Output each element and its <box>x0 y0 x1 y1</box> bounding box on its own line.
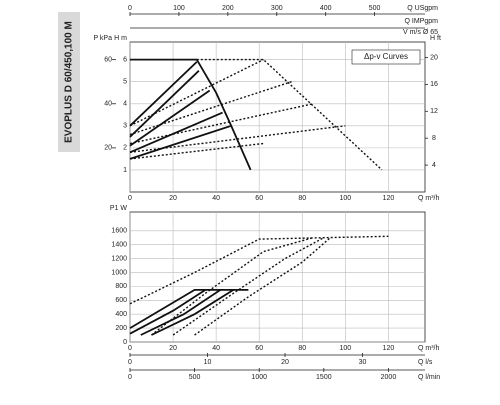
x2-tick-label: 100 <box>173 5 185 12</box>
y-tick-label: 1000 <box>111 269 127 276</box>
x3-tick-label: 1500 <box>316 374 332 381</box>
x-tick-label: 80 <box>298 195 306 202</box>
curve <box>129 89 211 147</box>
x-tick-label: 40 <box>212 195 220 202</box>
x2-axis-label: Q l/s <box>418 359 433 366</box>
x3-tick-label: 1000 <box>251 374 267 381</box>
y3-tick-label: 4 <box>432 162 436 169</box>
x3-tick-label: 0 <box>128 374 132 381</box>
curve <box>129 81 292 136</box>
curve <box>129 61 198 127</box>
curve <box>151 289 234 336</box>
y-tick-label: 3 <box>123 123 127 130</box>
side-tab <box>58 12 80 152</box>
curve <box>129 124 232 160</box>
y-tick-label: 600 <box>115 297 127 304</box>
x-tick-label: 60 <box>255 195 263 202</box>
curve <box>129 235 389 305</box>
x3-axis-label: Q l/min <box>418 374 440 381</box>
y3-axis-label: H ft <box>430 35 441 42</box>
x-tick-label: 100 <box>339 345 351 352</box>
curve <box>194 237 331 336</box>
side-label: EVOPLUS D 60/450,100 M <box>64 21 75 143</box>
x-tick-label: 100 <box>339 195 351 202</box>
y-tick-label: 1400 <box>111 242 127 249</box>
annotation: Δp-v Curves <box>364 52 408 61</box>
y3-tick-label: 16 <box>430 81 438 88</box>
curve <box>129 103 314 145</box>
y-axis-label: P1 W <box>110 205 128 212</box>
x-tick-label: 0 <box>128 195 132 202</box>
y-tick-label: 6 <box>123 56 127 63</box>
curve <box>129 111 223 154</box>
x3-tick-label: 500 <box>189 374 201 381</box>
curve <box>129 125 346 153</box>
x-tick-label: 120 <box>383 345 395 352</box>
x-tick-label: 120 <box>383 195 395 202</box>
y2-axis-label: P kPa <box>93 35 112 42</box>
x-tick-label: 20 <box>169 195 177 202</box>
plot-frame <box>129 41 426 193</box>
y-tick-label: 2 <box>123 145 127 152</box>
y-tick-label: 1 <box>123 167 127 174</box>
x2-tick-label: 30 <box>359 359 367 366</box>
y2-tick-label: 40 <box>104 101 112 108</box>
x2-tick-label: 20 <box>281 359 289 366</box>
annotation-box <box>351 49 421 65</box>
x2-tick-label: 0 <box>128 5 132 12</box>
x-tick-label: 20 <box>169 345 177 352</box>
x2-tick-label: 200 <box>222 5 234 12</box>
x2-tick-label: 10 <box>204 359 212 366</box>
x-axis-label: Q m³/h <box>418 195 439 202</box>
y-tick-label: 0 <box>123 339 127 346</box>
curve <box>196 58 383 171</box>
x3-tick-label: 2000 <box>381 374 397 381</box>
curve <box>129 58 264 127</box>
curve <box>129 70 200 138</box>
y-tick-label: 1600 <box>111 228 127 235</box>
y-tick-label: 5 <box>123 79 127 86</box>
y3-tick-label: 12 <box>430 108 438 115</box>
y-tick-label: 1200 <box>111 255 127 262</box>
y2-tick-label: 20 <box>104 145 112 152</box>
x2-axis-label: Q USgpm <box>407 5 438 12</box>
x3-axis-label: Q IMPgpm <box>405 18 439 25</box>
curve <box>140 289 221 336</box>
y3-tick-label: 20 <box>430 54 438 61</box>
curve <box>172 237 325 336</box>
plot-frame <box>129 211 426 343</box>
y-tick-label: 800 <box>115 283 127 290</box>
x2-tick-label: 400 <box>320 5 332 12</box>
x-tick-label: 0 <box>128 345 132 352</box>
curve <box>129 142 264 160</box>
y2-tick-label: 60 <box>104 56 112 63</box>
curve <box>151 237 314 336</box>
y-tick-label: 200 <box>115 325 127 332</box>
x2-tick-label: 500 <box>369 5 381 12</box>
y3-tick-label: 8 <box>432 135 436 142</box>
x4-axis-label: V m/s Ø 65 <box>403 29 438 36</box>
x-tick-label: 60 <box>255 345 263 352</box>
y-axis-label: H m <box>114 35 127 42</box>
y-tick-label: 4 <box>123 101 127 108</box>
x2-tick-label: 300 <box>271 5 283 12</box>
curve <box>129 289 206 335</box>
x2-tick-label: 0 <box>128 359 132 366</box>
x-axis-label: Q m³/h <box>418 345 439 352</box>
curve <box>129 289 249 329</box>
x-tick-label: 80 <box>298 345 306 352</box>
x-tick-label: 40 <box>212 345 220 352</box>
curve <box>130 58 252 171</box>
y-tick-label: 400 <box>115 311 127 318</box>
